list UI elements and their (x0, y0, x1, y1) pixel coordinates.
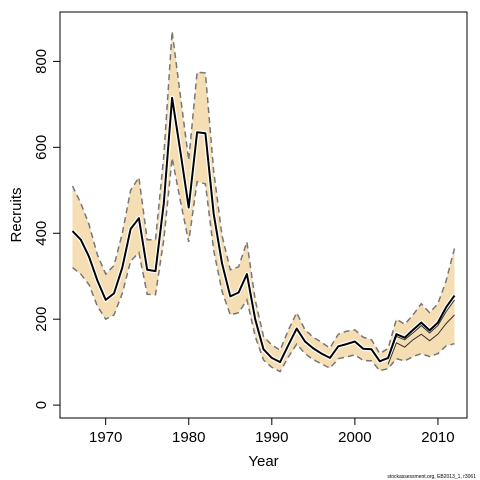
estimate-line (71, 96, 456, 364)
y-tick-label: 600 (33, 135, 50, 160)
x-tick-label: 2010 (421, 429, 454, 446)
inner-upper-line (387, 299, 455, 359)
x-axis: 1970 1980 1990 2000 2010 (89, 417, 455, 446)
upper-bound-line (71, 31, 456, 355)
y-tick-label: 400 (33, 221, 50, 246)
y-axis-title: Recruits (8, 187, 25, 242)
y-tick-label: 0 (33, 401, 50, 409)
x-tick-label: 1980 (172, 429, 205, 446)
confidence-band (72, 31, 455, 372)
x-axis-title: Year (248, 453, 278, 470)
y-tick-label: 200 (33, 307, 50, 332)
y-tick-label: 800 (33, 49, 50, 74)
inner-lower-line (387, 314, 455, 365)
x-tick-label: 1970 (89, 429, 122, 446)
plot-marks (70, 31, 457, 373)
y-axis: 0 200 400 600 800 (33, 49, 61, 409)
lower-bound-line (72, 157, 455, 373)
x-tick-label: 1990 (255, 429, 288, 446)
source-footnote: stockassessment.org, EB2013_1, r3061 (387, 474, 476, 480)
x-tick-label: 2000 (338, 429, 371, 446)
